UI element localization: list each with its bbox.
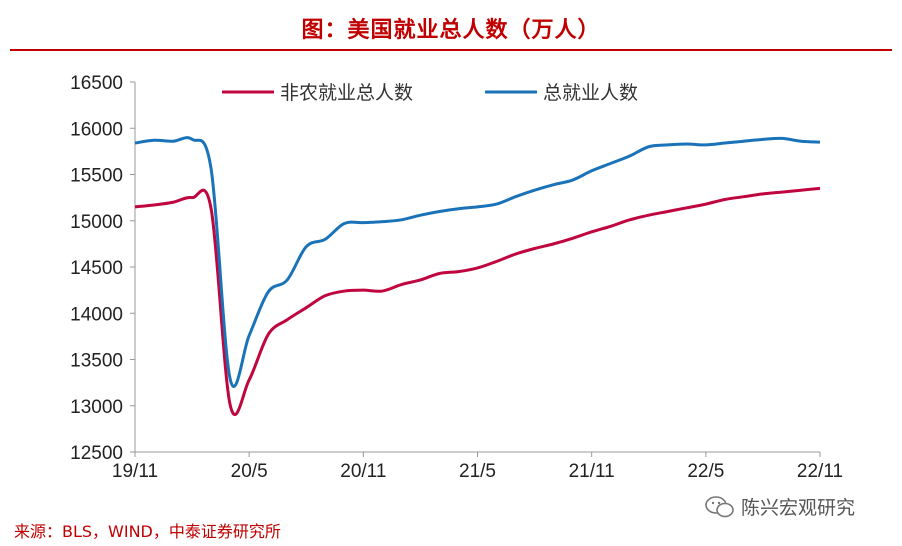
x-tick-label: 20/5	[231, 461, 268, 482]
y-tick-label: 15000	[70, 212, 123, 233]
series-layer	[134, 136, 821, 416]
chart-title: 图：美国就业总人数（万人）	[301, 18, 601, 43]
watermark: 陈兴宏观研究	[705, 493, 855, 520]
x-tick-label: 19/11	[112, 461, 158, 482]
x-tick-label: 21/11	[569, 461, 615, 482]
legend: 非农就业总人数 总就业人数	[222, 82, 638, 104]
y-tick-label: 13500	[70, 351, 123, 372]
title-bar: 图：美国就业总人数（万人）	[0, 0, 902, 51]
y-tick-label: 16500	[70, 73, 123, 94]
y-tick-label: 15500	[70, 166, 123, 187]
y-tick-label: 14000	[70, 304, 123, 325]
x-tick-label: 21/5	[459, 461, 496, 482]
source-note: 来源：BLS，WIND，中泰证券研究所	[14, 522, 281, 541]
series-nonfarm-line	[134, 186, 821, 416]
axes-layer: 16500 16000 15500 15000 14500 14000 13500 13000…	[70, 73, 843, 482]
title-underline	[10, 49, 892, 51]
x-tick-label: 20/11	[340, 461, 386, 482]
series-total-line	[134, 136, 821, 388]
y-tick-label: 14500	[70, 258, 123, 279]
wechat-icon	[705, 495, 734, 517]
y-tick-label: 12500	[70, 443, 123, 464]
watermark-text: 陈兴宏观研究	[741, 497, 856, 519]
x-tick-label: 22/11	[797, 461, 843, 482]
y-tick-label: 13000	[70, 397, 123, 418]
legend-nonfarm-label: 非农就业总人数	[280, 82, 413, 104]
y-tick-label: 16000	[70, 119, 123, 140]
legend-total-label: 总就业人数	[543, 82, 638, 104]
x-tick-label: 22/5	[687, 461, 724, 482]
